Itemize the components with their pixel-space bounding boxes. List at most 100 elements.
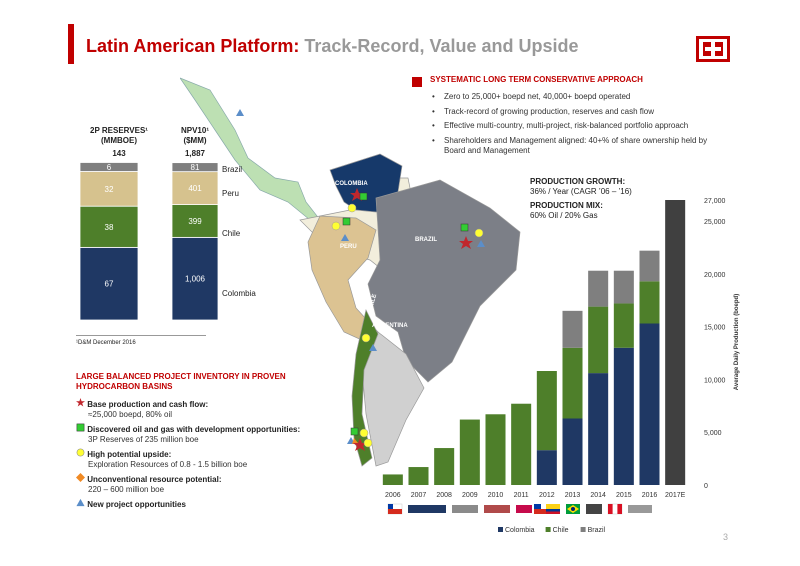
inventory-item-title: Discovered oil and gas with development … — [87, 425, 301, 434]
growth-text: 36% / Year (CAGR ’06 – ’16) — [530, 187, 632, 196]
marker-triangle — [236, 109, 244, 116]
reserves-col2-header: NPV10¹ ($MM) 1,887 — [172, 126, 218, 159]
title-main: Latin American Platform: — [86, 36, 300, 56]
production-bar-segment — [639, 323, 660, 485]
production-x-tick: 2012 — [539, 492, 555, 499]
reserves-bar-segment — [79, 162, 139, 172]
marker-circle — [347, 203, 357, 213]
reserves-col1-total: 143 — [112, 149, 126, 158]
inventory-item-title: Base production and cash flow: — [87, 400, 209, 409]
reserves-bar-segment — [171, 162, 219, 173]
approach-marker — [412, 77, 422, 87]
production-bar-segment — [536, 450, 557, 485]
map-label-brazil: BRAZIL — [415, 237, 437, 243]
star-icon — [76, 398, 85, 407]
legend-swatch — [580, 527, 586, 532]
reserves-bar-label: 32 — [105, 185, 114, 194]
legend-swatch — [498, 527, 503, 532]
reserves-col2-sub: ($MM) — [183, 136, 207, 145]
production-x-tick: 2015 — [616, 492, 632, 499]
production-x-tick: 2014 — [590, 492, 606, 499]
production-y-tick: 5,000 — [704, 430, 722, 437]
reserves-col2-title: NPV10¹ — [180, 126, 209, 135]
production-bar-segment — [511, 403, 532, 485]
production-y-label: Average Daily Production (boepd) — [734, 294, 740, 390]
marker-square — [359, 192, 368, 201]
production-bar-segment — [639, 281, 660, 324]
inventory-heading: LARGE BALANCED PROJECT INVENTORY IN PROV… — [76, 372, 286, 391]
production-bar-segment — [459, 419, 480, 485]
reserves-bar-segment — [171, 171, 219, 205]
production-y-tick: 15,000 — [704, 325, 726, 332]
production-y-tick: 0 — [704, 483, 708, 490]
production-bar-segment — [588, 373, 609, 485]
production-x-tick: 2016 — [642, 492, 658, 499]
inventory-item-sub: 220 – 600 million boe — [88, 485, 165, 494]
reserves-footnote: ¹D&M December 2016 — [76, 340, 136, 346]
reserves-cat-chile: Chile — [222, 229, 241, 238]
production-bar-segment — [536, 371, 557, 451]
production-bar-segment — [562, 418, 583, 485]
mix-heading: PRODUCTION MIX: — [530, 201, 603, 210]
production-bar-segment — [562, 310, 583, 348]
production-x-tick: 2013 — [565, 492, 581, 499]
reserves-bar-label: 67 — [105, 280, 114, 289]
inventory-item: Discovered oil and gas with development … — [76, 423, 346, 445]
growth-block: PRODUCTION GROWTH: 36% / Year (CAGR ’06 … — [530, 177, 632, 221]
reserves-cat-brazil: Brazil — [222, 165, 243, 174]
map-label-argentina: ARGENTINA — [372, 323, 408, 329]
production-x-tick: 2006 — [385, 492, 401, 499]
production-bar-segment — [382, 474, 403, 485]
marker-square — [350, 427, 359, 436]
marker-triangle — [341, 234, 349, 241]
marker-circle — [361, 333, 371, 343]
reserves-divider — [76, 335, 206, 336]
company-logo — [696, 36, 730, 62]
orange-diamond-icon — [76, 473, 85, 482]
production-x-tick: 2010 — [488, 492, 504, 499]
inventory-item-sub: ≈25,000 boepd, 80% oil — [88, 410, 173, 419]
reserves-bar-segment — [79, 171, 139, 207]
marker-triangle — [369, 344, 377, 351]
yellow-circle-icon — [76, 448, 85, 457]
partner-logo — [484, 505, 510, 513]
map-label-colombia: COLOMBIA — [335, 181, 368, 187]
approach-bullet: Zero to 25,000+ boepd net, 40,000+ boepd… — [430, 92, 720, 102]
inventory-item: Base production and cash flow: ≈25,000 b… — [76, 398, 346, 420]
title-accent-bar — [68, 24, 74, 64]
reserves-bar-label: 399 — [188, 217, 202, 226]
legend-label: Brazil — [588, 527, 606, 534]
reserves-col1-title: 2P RESERVES¹ — [90, 126, 148, 135]
production-y-tick: 25,000 — [704, 219, 726, 226]
marker-star — [353, 438, 367, 451]
inventory-item-title: Unconventional resource potential: — [87, 475, 222, 484]
map-label-peru: PERU — [340, 244, 357, 250]
approach-bullet: Effective multi-country, multi-project, … — [430, 121, 720, 131]
production-chart: 2006 2007 2008 2009 2010 2011 2012 2013 2014 2015… — [382, 198, 740, 534]
approach-header — [412, 74, 422, 92]
reserves-cat-colombia: Colombia — [222, 289, 256, 298]
inventory-item: Unconventional resource potential: 220 –… — [76, 473, 346, 495]
reserves-bar-label: 81 — [191, 163, 200, 172]
reserves-bar-segment — [171, 236, 219, 321]
inventory-legend: Base production and cash flow: ≈25,000 b… — [76, 398, 346, 513]
production-bar-segment — [588, 306, 609, 374]
partner-logos-row — [384, 502, 694, 516]
reserves-bar-label: 401 — [188, 184, 202, 193]
approach-list: Zero to 25,000+ boepd net, 40,000+ boepd… — [430, 92, 720, 160]
legend-label: Colombia — [505, 527, 535, 534]
inventory-item-title: New project opportunities — [87, 500, 186, 509]
reserves-col1-header: 2P RESERVES¹ (MMBOE) 143 — [76, 126, 162, 159]
inventory-item-sub: 3P Reserves of 235 million boe — [88, 435, 199, 444]
partner-logo — [516, 505, 532, 513]
partner-logo — [452, 505, 478, 513]
production-bar-segment — [613, 347, 634, 485]
marker-circle — [363, 438, 373, 448]
production-bar-segment — [562, 347, 583, 419]
approach-bullet: Track-record of growing production, rese… — [430, 107, 720, 117]
reserves-bar-segment — [171, 204, 219, 238]
approach-bullet: Shareholders and Management aligned: 40+… — [430, 136, 720, 156]
production-y-tick: 27,000 — [704, 198, 726, 205]
growth-heading: PRODUCTION GROWTH: — [530, 177, 626, 186]
legend-label: Chile — [553, 527, 569, 534]
